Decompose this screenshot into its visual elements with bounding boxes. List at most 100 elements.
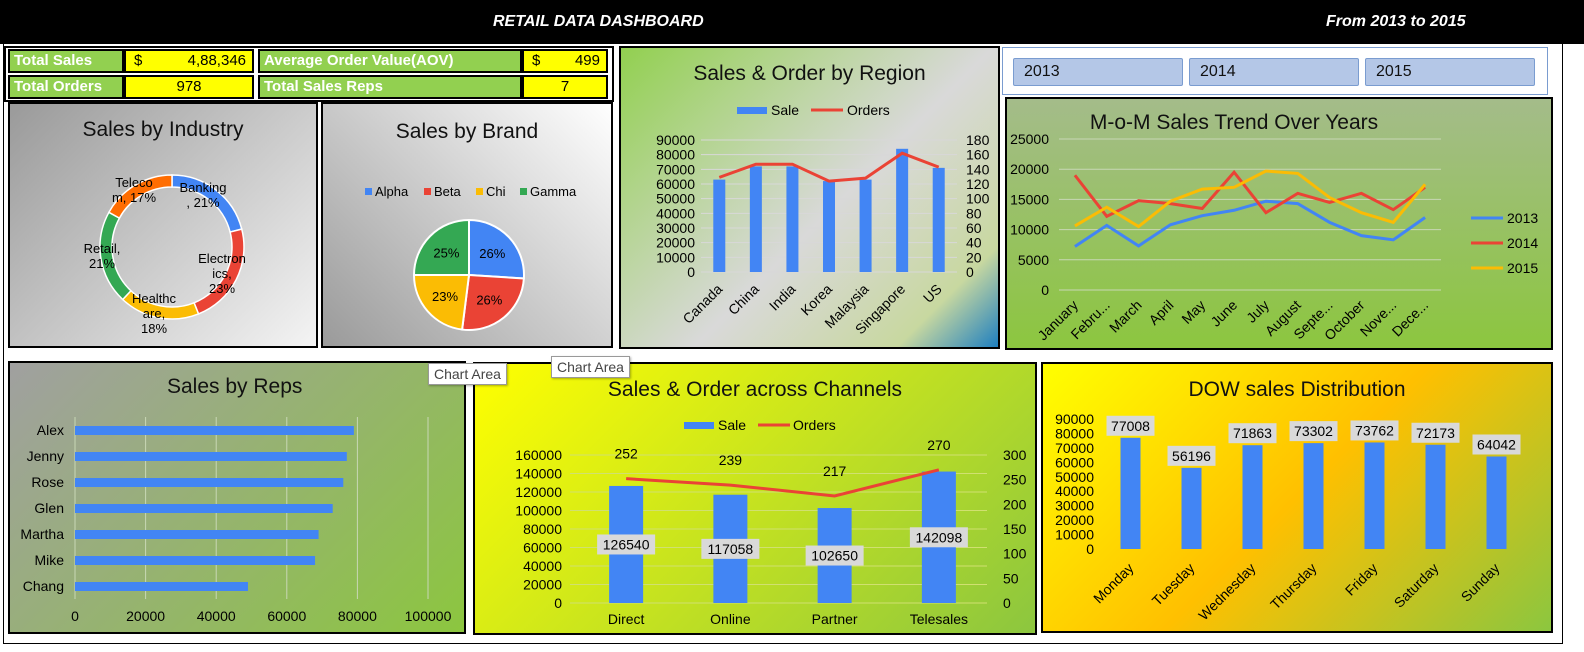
- channels-y-tick: 120000: [515, 484, 562, 500]
- channels-y-tick: 60000: [523, 540, 562, 556]
- dow-bar-label-bg: [1106, 415, 1155, 436]
- channels-y-tick: 40000: [523, 558, 562, 574]
- dow-bar-label: 64042: [1477, 436, 1516, 452]
- channels-legend-label: Orders: [793, 417, 836, 433]
- chart-area-tooltip-2: Chart Area: [551, 356, 630, 378]
- date-range-label: From 2013 to 2015: [1326, 13, 1466, 30]
- reps-chart-panel[interactable]: Sales by Reps 0 20000 40000 60000 80000 10000…: [8, 361, 466, 634]
- region-y-tick: 10000: [656, 249, 695, 265]
- dow-y-tick: 10000: [1055, 527, 1094, 543]
- reps-bar: [75, 582, 248, 591]
- brand-legend-label: Chi: [486, 184, 506, 199]
- brand-legend-label: Alpha: [375, 184, 409, 199]
- region-y-tick: 0: [687, 264, 695, 280]
- brand-slice: [412, 218, 470, 276]
- dow-y-tick: 90000: [1055, 411, 1094, 427]
- brand-slice-label: 26%: [479, 246, 505, 261]
- dow-x-tick: Saturday: [1391, 560, 1442, 611]
- region-legend-label: Sale: [771, 102, 799, 118]
- channels-x-tick: Online: [710, 611, 751, 627]
- dow-chart-panel[interactable]: DOW sales Distribution 0 10000 20000 30000 4…: [1041, 362, 1553, 633]
- mom-x-tick: June: [1207, 297, 1240, 330]
- region-y-tick: 70000: [656, 161, 695, 177]
- kpi-total-orders-label: Total Orders: [8, 75, 124, 99]
- dow-bar-label-bg: [1228, 423, 1277, 444]
- dow-bar: [1486, 456, 1507, 549]
- channels-y2-tick: 250: [1003, 472, 1027, 488]
- brand-legend-swatch: [365, 188, 372, 195]
- kpi-total-sales-value-box: $ 4,88,346: [124, 49, 254, 73]
- channels-bar-label-bg: [805, 545, 864, 566]
- channels-y2-tick: 0: [1003, 595, 1011, 611]
- region-y2-tick: 160: [966, 147, 990, 163]
- dow-bar-label: 72173: [1416, 425, 1455, 441]
- channels-y2-tick: 200: [1003, 496, 1027, 512]
- reps-y-tick: Chang: [23, 578, 64, 594]
- channels-chart-panel[interactable]: Sales & Order across Channels 0 20000 4000…: [473, 362, 1037, 635]
- chart-area-tooltip-1: Chart Area: [428, 363, 507, 385]
- reps-x-tick: 40000: [197, 608, 236, 624]
- slicer-button-2015[interactable]: 2015: [1365, 58, 1535, 86]
- channels-y-tick: 0: [554, 595, 562, 611]
- reps-x-tick: 100000: [405, 608, 452, 624]
- mom-y-tick: 10000: [1010, 222, 1049, 238]
- reps-bar: [75, 530, 319, 539]
- region-chart-title: Sales & Order by Region: [693, 62, 926, 85]
- dow-bar: [1120, 437, 1141, 549]
- brand-slice: [460, 273, 525, 331]
- dow-bar-label: 73302: [1294, 423, 1333, 439]
- kpi-aov-value-box: $ 499: [522, 49, 608, 73]
- dow-chart-title: DOW sales Distribution: [1188, 378, 1406, 401]
- dow-bar: [1425, 444, 1446, 549]
- dow-bar: [1242, 445, 1263, 549]
- brand-legend-swatch: [424, 188, 431, 195]
- dow-bar-label: 56196: [1172, 448, 1211, 464]
- region-legend-label: Orders: [847, 102, 890, 118]
- slicer-button-2014[interactable]: 2014: [1189, 58, 1359, 86]
- dashboard-frame: [3, 44, 1563, 644]
- channels-y-tick: 140000: [515, 466, 562, 482]
- channels-y2-tick: 100: [1003, 546, 1027, 562]
- brand-legend-swatch: [476, 188, 483, 195]
- mom-x-tick: May: [1178, 297, 1208, 327]
- region-y2-tick: 140: [966, 161, 990, 177]
- mom-legend-label: 2014: [1507, 235, 1538, 251]
- brand-slice: [412, 274, 471, 331]
- industry-chart-panel[interactable]: Sales by Industry Banking, 21% Electron ic…: [8, 102, 318, 348]
- dow-y-tick: 40000: [1055, 483, 1094, 499]
- industry-slice: [107, 174, 173, 220]
- region-chart-panel[interactable]: Sales & Order by Region 0 10000 20000 30000…: [619, 46, 1000, 349]
- brand-chart-panel[interactable]: Sales by Brand Alpha Beta Chi Gamma 26% 26% 23…: [321, 102, 613, 348]
- mom-series-line: [1074, 169, 1427, 229]
- mom-y-tick: 0: [1041, 282, 1049, 298]
- dashboard-title: RETAIL DATA DASHBOARD: [493, 13, 704, 30]
- brand-slice-label: 23%: [432, 289, 458, 304]
- channels-line-label: 252: [614, 446, 638, 462]
- reps-y-tick: Glen: [34, 500, 64, 516]
- slicer-button-2013[interactable]: 2013: [1013, 58, 1183, 86]
- channels-combo-chart: 0 20000 40000 60000 80000 100000 120000 140000 1…: [515, 417, 1027, 627]
- kpi-total-sales-value: 4,88,346: [187, 52, 246, 69]
- dow-bar-label-bg: [1289, 421, 1338, 442]
- reps-bar: [75, 452, 347, 461]
- channels-legend-label: Sale: [718, 417, 746, 433]
- reps-y-tick: Alex: [37, 422, 64, 438]
- dow-bar-chart: 0100002000030000400005000060000700008000…: [1055, 411, 1521, 623]
- reps-bar: [75, 504, 333, 513]
- mom-chart-panel[interactable]: M-o-M Sales Trend Over Years 0 5000 10000 1…: [1005, 97, 1553, 350]
- region-x-tick: China: [725, 281, 762, 318]
- industry-slice-label: Teleco m, 17%: [112, 175, 157, 205]
- industry-donut-chart: Banking, 21% Electron ics, 23% Healthc are, 18…: [84, 174, 246, 336]
- region-y2-tick: 60: [966, 220, 982, 236]
- reps-y-tick: Mike: [34, 552, 64, 568]
- kpi-total-orders-value: 978: [124, 75, 254, 99]
- region-y-tick: 20000: [656, 235, 695, 251]
- region-x-tick: India: [766, 281, 799, 314]
- region-x-tick: Canada: [679, 281, 725, 327]
- brand-pie-chart: Alpha Beta Chi Gamma 26% 26% 23% 25%: [365, 184, 577, 331]
- channels-chart-title: Sales & Order across Channels: [607, 378, 903, 401]
- mom-y-tick: 20000: [1010, 161, 1049, 177]
- region-y-tick: 60000: [656, 176, 695, 192]
- region-y-tick: 50000: [656, 191, 695, 207]
- reps-bar-chart: 0 20000 40000 60000 80000 100000 Alex Jenny Rose…: [20, 417, 452, 624]
